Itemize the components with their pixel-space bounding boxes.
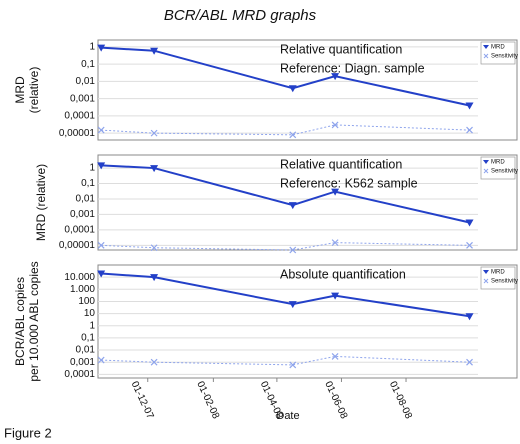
legend-label: MRD (491, 270, 505, 276)
marker (97, 44, 106, 52)
y-tick-label: 1 (89, 42, 95, 53)
marker (97, 162, 106, 170)
marker (331, 188, 340, 196)
legend-marker (483, 278, 489, 284)
annotation: Relative quantification (280, 42, 402, 56)
y-tick-label: 0,01 (76, 345, 96, 356)
y-tick-label: 1 (89, 163, 95, 174)
marker (465, 102, 474, 110)
marker (97, 356, 105, 364)
legend-marker (483, 270, 489, 274)
legend: MRD Sensitivity (480, 156, 518, 180)
y-tick-label: 0,00001 (59, 240, 96, 251)
marker (289, 361, 297, 369)
legend-label: Sensitivity (491, 279, 518, 285)
legend-marker (483, 45, 489, 49)
marker (331, 292, 340, 300)
y-axis-label: (relative) (27, 67, 41, 114)
panel-frame (97, 39, 518, 141)
y-tick-label: 0,0001 (64, 111, 95, 122)
y-axis-label: MRD (relative) (34, 164, 48, 241)
y-tick-label: 1.000 (70, 284, 95, 295)
marker (331, 121, 339, 129)
marker (97, 270, 106, 278)
legend-label: MRD (491, 160, 505, 166)
marker (466, 241, 473, 249)
marker (331, 352, 339, 360)
legend-box (480, 266, 516, 290)
marker (150, 358, 158, 366)
y-tick-label: 0,01 (76, 194, 96, 205)
legend: MRD Sensitivity (480, 41, 518, 65)
marker (289, 246, 297, 254)
marker (331, 73, 340, 81)
series-line (101, 124, 470, 136)
marker (465, 219, 474, 227)
panel-frame (97, 154, 518, 251)
y-tick-label: 0,1 (81, 59, 95, 70)
legend-label: Sensitivity (491, 54, 518, 60)
figure-title: BCR/ABL MRD graphs (164, 7, 317, 24)
y-tick-label: 10 (84, 308, 96, 319)
x-tick-label: 01-12-07 (129, 380, 156, 421)
y-tick-label: 0,0001 (64, 225, 95, 236)
marker (288, 85, 297, 93)
legend-marker (483, 168, 489, 174)
legend-box (480, 156, 516, 180)
marker (288, 202, 297, 210)
marker (97, 126, 105, 134)
marker (150, 129, 158, 137)
series-line (101, 46, 470, 107)
marker (466, 126, 473, 134)
y-tick-label: 0,001 (70, 357, 95, 368)
y-tick-label: 10.000 (64, 272, 95, 283)
series-line (101, 242, 470, 251)
y-tick-label: 0,01 (76, 76, 96, 87)
y-axis-label: BCR/ABL copies (13, 277, 27, 366)
y-tick-label: 1 (89, 320, 95, 331)
marker (289, 131, 297, 139)
marker (150, 274, 159, 282)
x-axis-label: Date (276, 410, 299, 422)
y-tick-label: 0,001 (70, 93, 95, 104)
marker (150, 244, 158, 252)
y-axis-label: MRD (13, 76, 27, 104)
figure-caption: Figure 2 (4, 425, 52, 440)
annotation: Absolute quantification (280, 267, 406, 281)
marker (97, 241, 105, 249)
y-tick-label: 0,1 (81, 333, 95, 344)
legend-marker (483, 160, 489, 164)
marker (288, 301, 297, 309)
annotation: Reference: K562 sample (280, 176, 418, 190)
legend-label: MRD (491, 45, 505, 51)
y-tick-label: 0,1 (81, 178, 95, 189)
marker (150, 165, 159, 173)
annotation: Reference: Diagn. sample (280, 61, 425, 75)
panel-frame (97, 264, 518, 379)
y-axis-label: per 10.000 ABL copies (27, 261, 41, 381)
x-tick-label: 01-02-08 (194, 380, 221, 421)
y-tick-label: 0,0001 (64, 369, 95, 380)
marker (465, 313, 474, 321)
y-tick-label: 0,00001 (59, 128, 96, 139)
legend-label: Sensitivity (491, 169, 518, 175)
annotation: Relative quantification (280, 157, 402, 171)
legend: MRD Sensitivity (480, 266, 518, 290)
marker (331, 239, 339, 247)
marker (466, 358, 473, 366)
marker (150, 47, 159, 55)
y-tick-label: 100 (78, 296, 95, 307)
legend-marker (483, 53, 489, 59)
y-tick-label: 0,001 (70, 209, 95, 220)
x-tick-label: 01-08-08 (387, 380, 414, 421)
x-tick-label: 01-06-08 (322, 380, 349, 421)
legend-box (480, 41, 516, 65)
